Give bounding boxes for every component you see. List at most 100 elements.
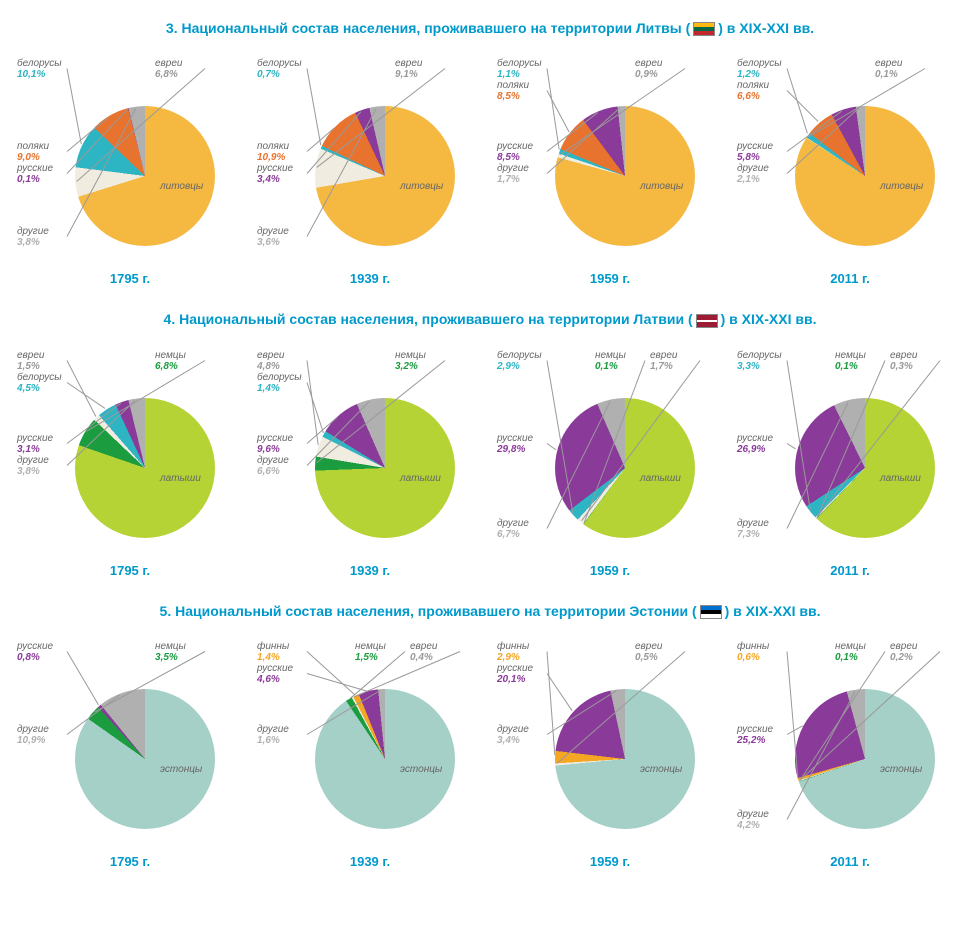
slice-label: немцы3,2% <box>395 350 426 372</box>
slice-label: другие3,6% <box>257 226 289 248</box>
chart-cell: литовцы84,2%евреи0,1%белорусы1,2%поляки6… <box>735 56 965 286</box>
slice-name: белорусы <box>497 58 542 69</box>
slice-label: латыши62,1% <box>880 473 921 495</box>
slice-name: другие <box>497 518 529 529</box>
slice-label: другие10,9% <box>17 724 49 746</box>
slice-value: 2,1% <box>737 174 769 185</box>
slice-name: латыши <box>880 473 921 484</box>
slice-name: латыши <box>400 473 441 484</box>
section-title: 4. Национальный состав населения, прожив… <box>15 311 965 327</box>
slice-label: другие4,2% <box>737 809 769 831</box>
slice-value: 26,9% <box>737 444 773 455</box>
pie-chart <box>795 689 935 829</box>
chart-cell: эстонцы91,8%немцы1,5%евреи0,4%финны1,4%р… <box>255 639 485 869</box>
slice-value: 20,1% <box>497 674 533 685</box>
title-pre: 5. Национальный состав населения, прожив… <box>160 603 697 619</box>
chart-cell: эстонцы84,8%немцы3,5%русские0,8%другие10… <box>15 639 245 869</box>
slice-value: 6,6% <box>257 466 289 477</box>
slice-value: 10,9% <box>17 735 49 746</box>
slice-value: 7,3% <box>737 529 769 540</box>
slice-value: 62,0% <box>640 484 681 495</box>
charts-row: латыши80,2%немцы6,8%евреи1,5%белорусы4,5… <box>15 348 965 578</box>
slice-name: евреи <box>635 641 662 652</box>
slice-label: немцы3,5% <box>155 641 186 663</box>
slice-value: 4,5% <box>17 383 62 394</box>
slice-value: 5,8% <box>737 152 773 163</box>
flag-icon <box>700 605 722 619</box>
slice-value: 3,2% <box>395 361 426 372</box>
leader-line <box>547 651 556 755</box>
slice-label: эстонцы74,6% <box>640 764 682 786</box>
slice-value: 0,4% <box>410 652 437 663</box>
slice-value: 0,8% <box>17 652 53 663</box>
charts-row: эстонцы84,8%немцы3,5%русские0,8%другие10… <box>15 639 965 869</box>
slice-label: русские0,8% <box>17 641 53 663</box>
slice-label: литовцы72,3% <box>400 181 443 203</box>
slice-label: другие1,6% <box>257 724 289 746</box>
slice-value: 8,5% <box>497 91 529 102</box>
slice-value: 3,6% <box>257 237 289 248</box>
slice-value: 0,1% <box>835 361 866 372</box>
slice-value: 10,1% <box>17 69 62 80</box>
slice-value: 0,9% <box>635 69 662 80</box>
chart-area: литовцы79,3%евреи0,9%белорусы1,1%поляки8… <box>495 56 725 266</box>
slice-name: русские <box>497 663 533 674</box>
slice-name: белорусы <box>497 350 542 361</box>
slice-value: 69,7% <box>880 775 922 786</box>
slice-value: 1,5% <box>355 652 386 663</box>
slice-value: 0,5% <box>635 652 662 663</box>
leader-line <box>307 69 322 146</box>
slice-value: 3,8% <box>17 466 49 477</box>
chart-cell: латыши74,4%немцы3,2%евреи4,8%белорусы1,4… <box>255 348 485 578</box>
chart-cell: латыши62,1%немцы0,1%евреи0,3%белорусы3,3… <box>735 348 965 578</box>
slice-label: евреи0,3% <box>890 350 917 372</box>
slice-label: белорусы3,3% <box>737 350 782 372</box>
slice-value: 1,7% <box>650 361 677 372</box>
pie-chart <box>555 689 695 829</box>
slice-name: белорусы <box>257 372 302 383</box>
chart-cell: литовцы70,2%евреи6,8%белорусы10,1%поляки… <box>15 56 245 286</box>
slice-label: русские5,8% <box>737 141 773 163</box>
slice-name: евреи <box>257 350 284 361</box>
title-post: ) в XIX-XXI вв. <box>725 603 821 619</box>
slice-name: поляки <box>17 141 49 152</box>
slice-name: финны <box>737 641 769 652</box>
slice-label: финны0,6% <box>737 641 769 663</box>
slice-label: белорусы4,5% <box>17 372 62 394</box>
slice-name: немцы <box>155 641 186 652</box>
slice-label: другие3,8% <box>17 226 49 248</box>
chart-cell: литовцы72,3%евреи9,1%белорусы0,7%поляки1… <box>255 56 485 286</box>
chart-area: литовцы72,3%евреи9,1%белорусы0,7%поляки1… <box>255 56 485 266</box>
chart-year: 1939 г. <box>350 271 390 286</box>
slice-label: русские3,4% <box>257 163 293 185</box>
slice-label: латыши80,2% <box>160 473 201 495</box>
slice-value: 1,4% <box>257 652 289 663</box>
slice-value: 6,7% <box>497 529 529 540</box>
slice-name: литовцы <box>880 181 923 192</box>
slice-name: финны <box>497 641 529 652</box>
chart-year: 2011 г. <box>830 563 870 578</box>
section-lithuania: 3. Национальный состав населения, прожив… <box>15 20 965 286</box>
slice-name: евреи <box>410 641 437 652</box>
slice-name: литовцы <box>640 181 683 192</box>
slice-label: евреи0,9% <box>635 58 662 80</box>
slice-value: 0,1% <box>595 361 626 372</box>
title-post: ) в XIX-XXI вв. <box>721 311 817 327</box>
slice-label: финны1,4% <box>257 641 289 663</box>
slice-label: другие6,7% <box>497 518 529 540</box>
slice-label: немцы1,5% <box>355 641 386 663</box>
slice-name: белорусы <box>17 372 62 383</box>
slice-value: 3,4% <box>497 735 529 746</box>
flag-icon <box>696 314 718 328</box>
slice-label: русские4,6% <box>257 663 293 685</box>
slice-label: белорусы1,1% <box>497 58 542 80</box>
slice-label: другие6,6% <box>257 455 289 477</box>
slice-value: 1,2% <box>737 69 782 80</box>
slice-name: эстонцы <box>640 764 682 775</box>
slice-label: поляки8,5% <box>497 80 529 102</box>
slice-label: евреи0,4% <box>410 641 437 663</box>
slice-value: 74,6% <box>640 775 682 786</box>
slice-label: русские20,1% <box>497 663 533 685</box>
slice-label: другие2,1% <box>737 163 769 185</box>
chart-area: латыши62,1%немцы0,1%евреи0,3%белорусы3,3… <box>735 348 965 558</box>
